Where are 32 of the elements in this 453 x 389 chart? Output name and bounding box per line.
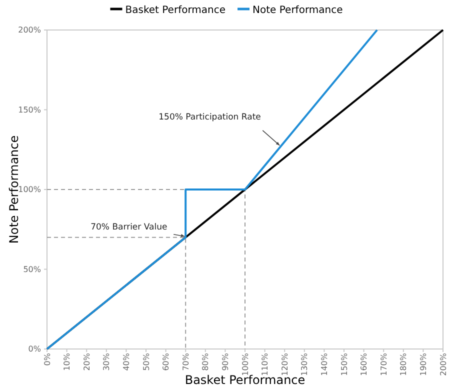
annotation: 150% Participation Rate: [158, 112, 261, 122]
legend-label: Basket Performance: [125, 5, 226, 16]
x-axis-title: Basket Performance: [184, 373, 306, 387]
legend-label: Note Performance: [252, 5, 343, 16]
x-tick-label: 140%: [320, 352, 329, 376]
x-tick-label: 50%: [142, 352, 151, 371]
x-tick-label: 160%: [360, 352, 369, 376]
y-tick-label: 100%: [18, 185, 42, 194]
x-tick-label: 130%: [300, 352, 310, 376]
x-tick-label: 40%: [122, 352, 131, 371]
x-tick-label: 60%: [162, 352, 171, 371]
x-tick-label: 30%: [102, 352, 112, 371]
x-tick-label: 180%: [399, 352, 408, 376]
x-tick-label: 80%: [201, 352, 210, 371]
line-series: [46, 29, 378, 350]
x-tick-label: 190%: [419, 352, 428, 376]
x-tick-label: 90%: [221, 352, 230, 371]
x-tick-label: 110%: [260, 352, 270, 376]
x-tick-label: 170%: [379, 352, 388, 376]
x-tick-label: 0%: [42, 352, 52, 366]
x-tick-label: 20%: [82, 352, 92, 371]
y-tick-label: 50%: [23, 264, 42, 274]
x-tick-label: 100%: [240, 352, 250, 376]
x-tick-label: 70%: [181, 352, 190, 371]
y-tick-label: 200%: [18, 26, 42, 35]
x-tick-label: 10%: [62, 352, 72, 371]
x-tick-label: 120%: [280, 352, 290, 376]
annotation: 70% Barrier Value: [90, 222, 168, 232]
x-tick-label: 150%: [340, 352, 349, 376]
x-tick-label: 200%: [438, 352, 448, 376]
y-tick-label: 150%: [18, 105, 42, 114]
y-tick-label: 0%: [28, 344, 42, 354]
